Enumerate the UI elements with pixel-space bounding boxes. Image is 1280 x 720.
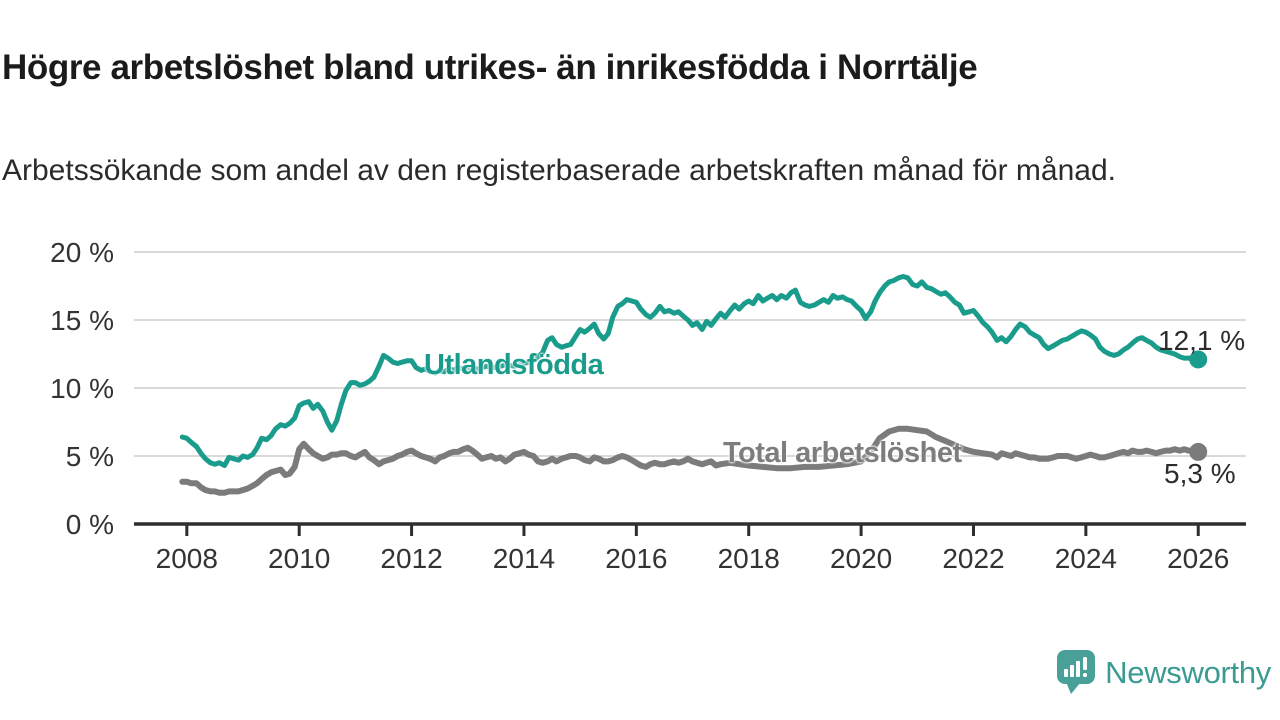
newsworthy-wordmark: Newsworthy (1105, 654, 1271, 690)
page-title: Högre arbetslöshet bland utrikes- än inr… (2, 48, 978, 88)
x-axis-tick-label: 2012 (380, 543, 442, 574)
y-axis-tick-label: 10 % (50, 373, 114, 404)
series-line (179, 425, 1202, 496)
x-axis-tick-label: 2022 (942, 543, 1004, 574)
series-label-utlandsfodda: Utlandsfödda (424, 349, 604, 381)
series-line (179, 274, 1201, 468)
x-axis-tick-label: 2008 (156, 543, 218, 574)
newsworthy-logo: Newsworthy (1057, 650, 1271, 695)
x-axis-tick-label: 2026 (1167, 543, 1229, 574)
x-axis-tick-label: 2024 (1055, 543, 1117, 574)
y-axis-tick-label: 5 % (66, 441, 114, 472)
x-axis-tick-label: 2014 (493, 543, 555, 574)
end-value-label-total: 5,3 % (1164, 458, 1236, 489)
x-axis-tick-label: 2016 (605, 543, 667, 574)
newsworthy-speech-bubble-chart-icon (1057, 650, 1096, 694)
y-axis-tick-label: 0 % (66, 509, 114, 540)
x-axis-tick-label: 2018 (718, 543, 780, 574)
series-endpoint-dot (1189, 350, 1208, 369)
end-value-label-utlandsfodda: 12,1 % (1158, 325, 1246, 356)
y-axis-tick-label: 15 % (50, 305, 114, 336)
y-axis-tick-label: 20 % (50, 237, 114, 268)
x-axis-tick-label: 2020 (830, 543, 892, 574)
series-label-total-arbetsloshet: Total arbetslöshet (723, 437, 962, 469)
x-axis-tick-label: 2010 (268, 543, 330, 574)
series-endpoint-dot (1189, 442, 1208, 461)
chart-subtitle: Arbetssökande som andel av den registerb… (2, 154, 1116, 187)
